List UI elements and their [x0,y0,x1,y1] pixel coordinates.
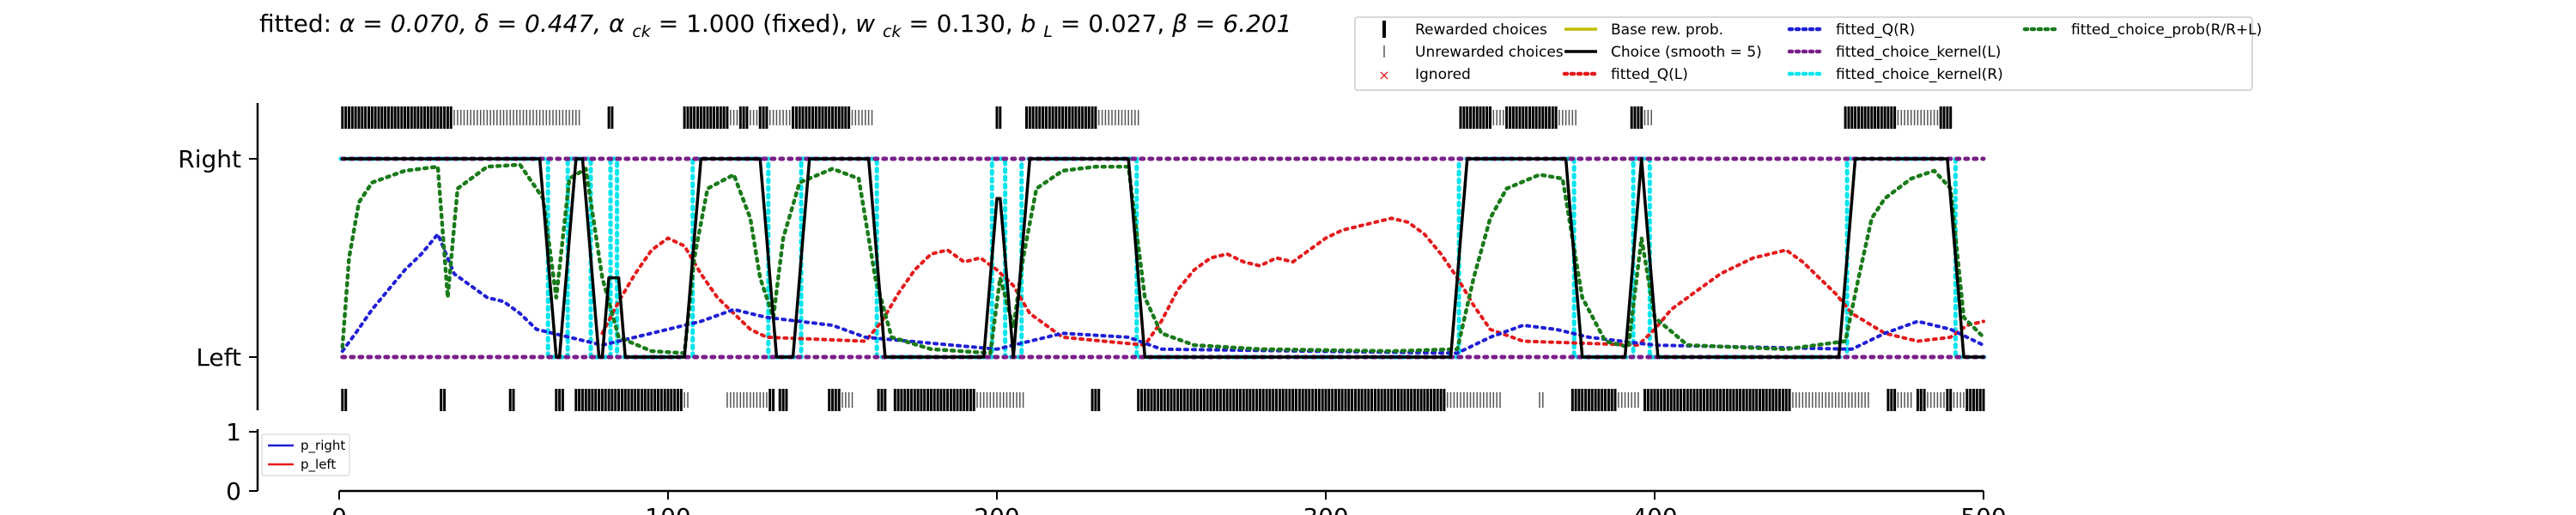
legend-fitted-choice-kernel-r-label: fitted_choice_kernel(R) [1836,66,2003,83]
title-b-l-symbol: b [1021,9,1036,38]
title-beta: β = 6.201 [1171,9,1291,38]
legend-fitted-q-l-label: fitted_Q(L) [1611,66,1688,83]
legend-label-p-right: p_right [301,438,345,454]
chart-title: fitted: α = 0.070, δ = 0.447, α ck = 1.0… [259,9,1291,43]
legend-fitted-choice-prob-r-r-l-label: fitted_choice_prob(R/R+L) [2071,21,2262,39]
title-b-l-value: = 0.027, [1060,9,1172,38]
series-q-right [340,232,1985,355]
series-q-left [600,216,1985,348]
legend-fitted-q-r-label: fitted_Q(R) [1836,21,1915,39]
xtick-label-500: 500 [1960,503,2006,515]
title-w-ck-symbol: w [855,9,875,38]
choice-ticks-bottom [341,389,1985,411]
bottom-plot: 1 0 0 100 200 300 400 500 p_right p_left [226,418,2007,515]
series-choice-prob [340,162,1986,355]
x-ticks: 0 100 200 300 400 500 [331,491,2007,515]
title-prefix: fitted: [259,9,339,38]
title-b-l-subscript: L [1043,22,1053,41]
title-alpha-ck-value: = 1.000 (fixed), [659,9,855,38]
legend: Rewarded choices Unrewarded choices × Ignor… [1354,16,2262,91]
legend-ignored-label: Ignored [1415,66,1471,83]
ytick-label-right: Right [178,145,241,173]
legend-label-p-left: p_left [301,457,336,473]
choice-ticks-top [341,106,1953,129]
legend-unrewarded-choices-label: Unrewarded choices [1415,44,1564,61]
title-alpha: α = 0.070, [339,9,475,38]
xtick-label-0: 0 [331,503,347,515]
series-group [338,156,1988,360]
legend-rewarded-choices-label: Rewarded choices [1415,21,1547,39]
xtick-label-300: 300 [1303,503,1348,515]
title-delta: δ = 0.447, [475,9,609,38]
ytick-label-left: Left [196,343,241,372]
bottom-legend: p_right p_left [261,433,350,476]
legend-fitted-choice-kernel-l-label: fitted_choice_kernel(L) [1836,44,2001,61]
xtick-label-100: 100 [645,503,690,515]
ytick-label-0: 0 [226,477,241,506]
title-alpha-ck-symbol: α [609,9,625,38]
legend-choice-smooth-5-label: Choice (smooth = 5) [1611,44,1762,61]
xtick-label-400: 400 [1631,503,1677,515]
title-w-ck-subscript: ck [883,22,902,41]
series-choice-kernel-right [338,156,1988,360]
legend-base-rew-prob-label: Base rew. prob. [1611,21,1723,39]
main-plot: Right Left [178,103,1988,411]
xtick-label-200: 200 [974,503,1019,515]
legend-ignored-marker: × [1378,67,1389,83]
ytick-label-1: 1 [226,418,241,446]
title-w-ck-value: = 0.130, [908,9,1020,38]
series-choice-smooth [341,157,1985,359]
title-alpha-ck-subscript: ck [632,22,651,41]
